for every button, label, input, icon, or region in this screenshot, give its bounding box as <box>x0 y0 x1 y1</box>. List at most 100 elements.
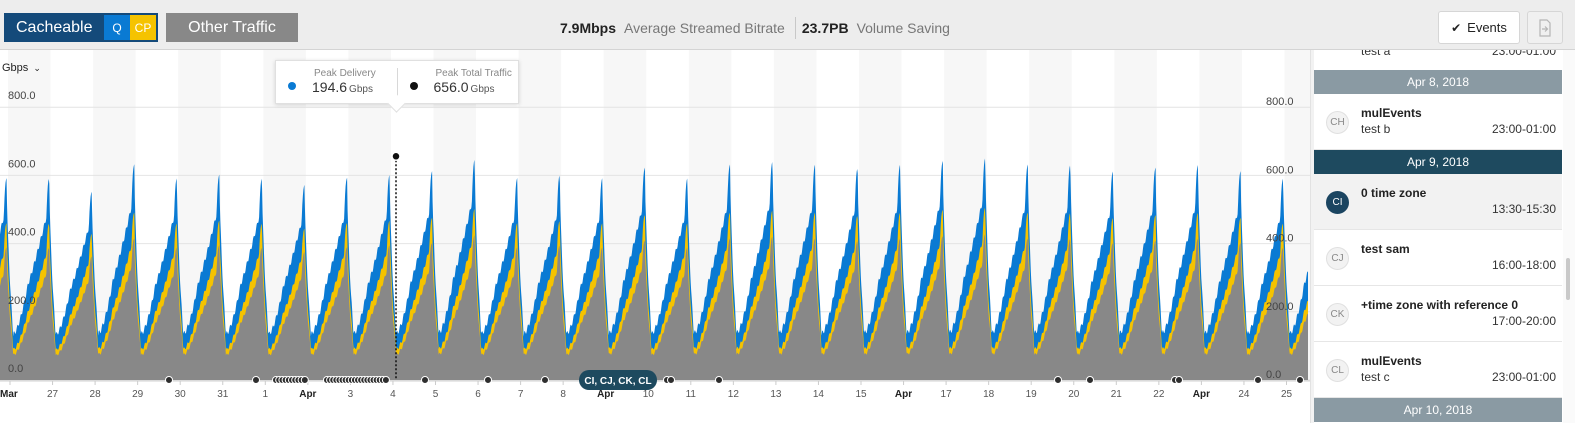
top-bar: Cacheable Q CP Other Traffic 7.9Mbps Ave… <box>0 0 1575 50</box>
event-time: 16:00-18:00 <box>1491 258 1556 272</box>
events-toggle-button[interactable]: ✔ Events <box>1438 11 1520 44</box>
event-subtitle: test a <box>1361 50 1391 58</box>
tooltip-peak-delivery: Peak Delivery 194.6 Gbps <box>276 68 397 97</box>
y-tick-left: 800.0 <box>8 90 36 102</box>
x-tick-label: 1 <box>263 389 269 400</box>
x-tick-label: 22 <box>1153 389 1165 400</box>
x-tick-label: 29 <box>132 389 144 400</box>
event-marker <box>165 376 173 384</box>
y-tick-right: 600.0 <box>1266 164 1294 176</box>
event-avatar: CK <box>1326 303 1349 326</box>
x-tick-label: 31 <box>217 389 229 400</box>
event-avatar: CL <box>1326 359 1349 382</box>
tooltip-delivery-unit: Gbps <box>349 83 373 95</box>
avg-bitrate-label: Average Streamed Bitrate <box>624 20 785 36</box>
events-scrollbar[interactable] <box>1563 50 1575 423</box>
event-title: mulEvents <box>1361 354 1422 368</box>
events-button-label: Events <box>1467 20 1507 35</box>
other-traffic-tab[interactable]: Other Traffic <box>166 13 298 42</box>
event-time: 23:00-01:00 <box>1491 50 1556 58</box>
event-marker <box>300 376 309 384</box>
y-tick-right: 800.0 <box>1266 96 1294 108</box>
x-tick-label: Apr <box>299 389 316 400</box>
event-item-partial[interactable]: test a 23:00-01:00 <box>1314 50 1562 72</box>
x-tick-label: 15 <box>855 389 867 400</box>
tooltip-total-label: Peak Total Traffic <box>435 67 512 79</box>
event-title: +time zone with reference 0 <box>1361 298 1519 312</box>
event-cluster-marker <box>579 370 657 390</box>
event-marker <box>1296 376 1304 384</box>
x-tick-label: Mar <box>0 389 18 400</box>
tooltip-total-unit: Gbps <box>470 83 495 95</box>
event-time: 23:00-01:00 <box>1491 370 1556 384</box>
x-tick-label: Apr <box>597 389 614 400</box>
x-tick-label: 8 <box>560 389 566 400</box>
hover-point <box>391 151 401 162</box>
delivery-dot-icon <box>288 81 296 90</box>
x-tick-label: 17 <box>941 389 953 400</box>
x-tick-label: 6 <box>475 389 481 400</box>
tooltip-peak-total: Peak Total Traffic 656.0 Gbps <box>398 68 519 97</box>
event-item-cj[interactable]: CJ test sam 16:00-18:00 <box>1314 230 1562 286</box>
date-header-apr-9: Apr 9, 2018 <box>1314 150 1562 174</box>
tooltip-delivery-value: 194.6 <box>312 78 348 95</box>
x-tick-label: 5 <box>433 389 439 400</box>
traffic-chart-svg: 0.0 200.0 400.0 600.0 800.0 0.0 200.0 400.0 600.… <box>0 50 1310 400</box>
event-marker <box>1086 376 1094 384</box>
traffic-chart[interactable]: 0.0 200.0 400.0 600.0 800.0 0.0 200.0 400.0 600.… <box>0 50 1310 423</box>
event-time: 23:00-01:00 <box>1491 122 1556 136</box>
stats-divider <box>794 17 796 39</box>
x-tick-label: 25 <box>1281 389 1293 400</box>
x-tick-label: 21 <box>1111 389 1123 400</box>
tooltip-divider <box>396 68 398 96</box>
x-tick-label: 28 <box>90 389 102 400</box>
event-subtitle: test b <box>1361 122 1391 136</box>
event-item-cl[interactable]: CL mulEvents test c 23:00-01:00 <box>1314 342 1562 398</box>
x-tick-label: 13 <box>770 389 782 400</box>
q-badge[interactable]: Q <box>104 15 130 40</box>
event-cluster-label: CI, CJ, CK, CL <box>584 376 651 387</box>
event-marker <box>715 376 723 384</box>
x-tick-label: 30 <box>175 389 187 400</box>
y-tick-left: 200.0 <box>8 295 36 307</box>
event-item-ci[interactable]: CI 0 time zone 13:30-15:30 <box>1314 174 1562 230</box>
chart-tooltip: Peak Delivery 194.6 Gbps Peak Total Traff… <box>275 60 519 104</box>
event-marker <box>541 376 549 384</box>
event-marker <box>484 376 492 384</box>
tooltip-delivery-label: Peak Delivery <box>314 67 376 79</box>
y-tick-right: 0.0 <box>1266 369 1281 381</box>
cacheable-tab[interactable]: Cacheable Q CP <box>4 13 158 42</box>
event-item-ck[interactable]: CK +time zone with reference 0 17:00-20:… <box>1314 286 1562 342</box>
cp-badge[interactable]: CP <box>130 15 156 40</box>
event-marker <box>252 376 260 384</box>
x-tick-label: 12 <box>728 389 740 400</box>
y-tick-right: 400.0 <box>1266 233 1294 245</box>
export-button[interactable] <box>1527 11 1563 44</box>
event-item-ch[interactable]: CH mulEvents test b 23:00-01:00 <box>1314 94 1562 150</box>
unit-selector[interactable]: Gbps ⌄ <box>2 62 41 74</box>
x-tick-label: 24 <box>1238 389 1250 400</box>
event-avatar: CH <box>1326 111 1349 134</box>
volume-saving-label: Volume Saving <box>856 20 950 36</box>
event-marker <box>381 376 390 384</box>
panel-divider[interactable] <box>1310 50 1314 423</box>
events-panel: test a 23:00-01:00 Apr 8, 2018 CH mulEve… <box>1314 50 1562 423</box>
x-tick-label: 20 <box>1068 389 1080 400</box>
event-marker <box>1175 376 1183 384</box>
events-scrollbar-thumb[interactable] <box>1566 258 1570 300</box>
event-avatar: CI <box>1326 191 1349 214</box>
checkmark-icon: ✔ <box>1451 20 1462 35</box>
volume-saving-value: 23.7PB <box>801 20 849 36</box>
event-avatar: CJ <box>1326 247 1349 270</box>
chevron-down-icon: ⌄ <box>33 63 41 73</box>
x-tick-label: 18 <box>983 389 995 400</box>
x-tick-label: 7 <box>518 389 524 400</box>
date-header-apr-10: Apr 10, 2018 <box>1314 398 1562 422</box>
x-tick-label: 11 <box>686 389 697 400</box>
x-tick-label: Apr <box>1193 389 1210 400</box>
y-tick-left: 0.0 <box>8 363 23 375</box>
x-tick-label: 4 <box>390 389 396 400</box>
tooltip-total-value: 656.0 <box>433 78 469 95</box>
x-tick-label: 19 <box>1026 389 1038 400</box>
